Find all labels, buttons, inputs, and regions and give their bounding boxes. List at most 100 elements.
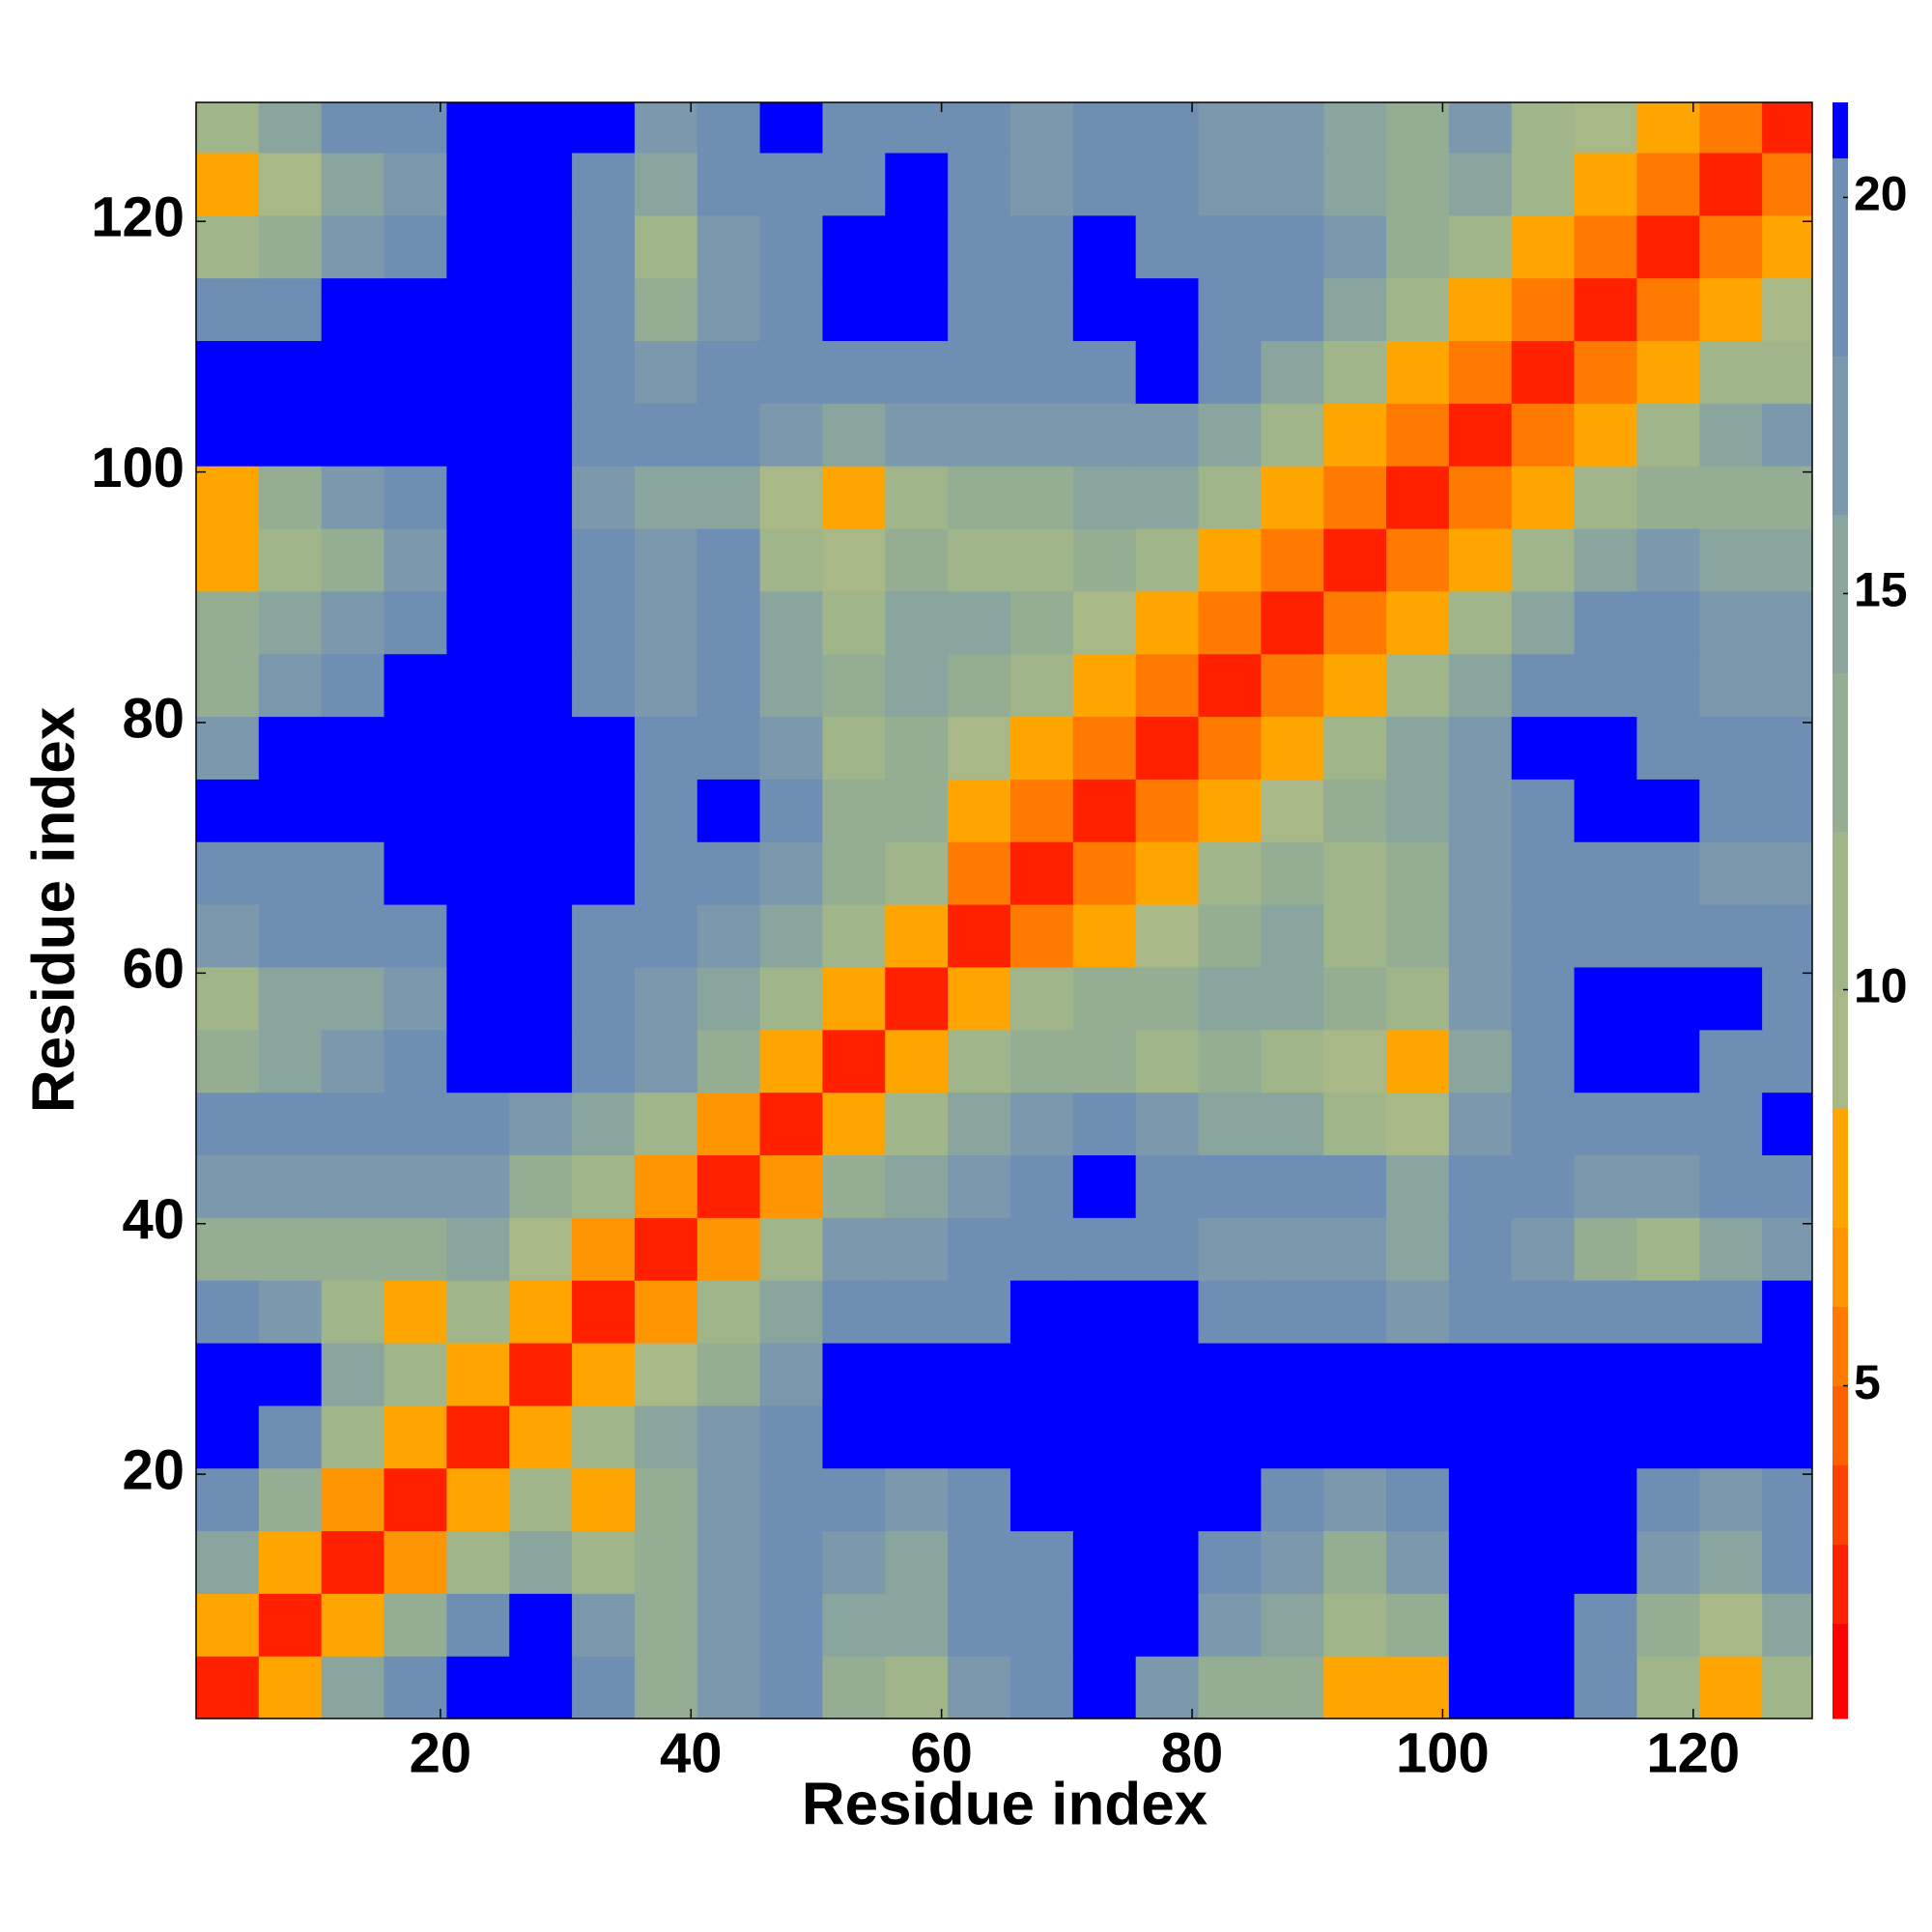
heatmap-cell bbox=[1323, 152, 1387, 216]
heatmap-cell bbox=[1198, 1656, 1262, 1719]
heatmap-cell bbox=[1261, 841, 1324, 905]
heatmap-cell bbox=[321, 1092, 385, 1155]
heatmap-cell bbox=[321, 966, 385, 1031]
heatmap-cell bbox=[948, 403, 1011, 467]
heatmap-cell bbox=[948, 1467, 1011, 1532]
heatmap-cell bbox=[696, 1405, 761, 1469]
heatmap-cell bbox=[1261, 403, 1324, 467]
heatmap-cell bbox=[1448, 1530, 1513, 1594]
heatmap-cell bbox=[321, 466, 385, 529]
heatmap-cell bbox=[1386, 1342, 1450, 1406]
heatmap-cell bbox=[759, 1656, 824, 1719]
heatmap-cell bbox=[572, 527, 636, 592]
heatmap-cell bbox=[1448, 466, 1513, 529]
heatmap-cell bbox=[258, 214, 323, 279]
heatmap-cell bbox=[1135, 340, 1200, 404]
y-tick-label: 80 bbox=[122, 687, 185, 750]
heatmap-cell bbox=[446, 1280, 510, 1344]
heatmap-cell bbox=[822, 277, 886, 342]
heatmap-cell bbox=[1448, 1217, 1513, 1281]
heatmap-cell bbox=[759, 466, 824, 529]
heatmap-cell bbox=[196, 527, 260, 592]
heatmap-cell bbox=[509, 1280, 573, 1344]
heatmap-cell bbox=[1323, 466, 1387, 529]
heatmap-cell bbox=[1009, 1656, 1074, 1719]
heatmap-cell bbox=[1386, 277, 1450, 342]
heatmap-cell bbox=[1135, 527, 1200, 592]
heatmap-cell bbox=[384, 1656, 447, 1719]
heatmap-cell bbox=[822, 1405, 886, 1469]
heatmap-cell bbox=[696, 653, 761, 718]
heatmap-cell bbox=[1636, 653, 1700, 718]
heatmap-cell bbox=[446, 966, 510, 1031]
heatmap-cell bbox=[1323, 277, 1387, 342]
y-tick-label: 60 bbox=[122, 938, 185, 1001]
heatmap-cell bbox=[1072, 152, 1137, 216]
heatmap-cell bbox=[1323, 779, 1387, 842]
heatmap-cell bbox=[446, 214, 510, 279]
heatmap-cell bbox=[1135, 1154, 1200, 1218]
heatmap-cell bbox=[446, 277, 510, 342]
heatmap-cell bbox=[321, 214, 385, 279]
heatmap-cell bbox=[384, 1217, 447, 1281]
heatmap-cell bbox=[822, 966, 886, 1031]
heatmap-cell bbox=[759, 841, 824, 905]
heatmap-cell bbox=[321, 1405, 385, 1469]
colorbar-band bbox=[1833, 1306, 1848, 1387]
heatmap-cell bbox=[384, 1092, 447, 1155]
heatmap-cell bbox=[634, 340, 698, 404]
heatmap-cell bbox=[885, 841, 949, 905]
heatmap-cell bbox=[1511, 1530, 1576, 1594]
heatmap-cell bbox=[1261, 466, 1324, 529]
heatmap-cell bbox=[759, 1405, 824, 1469]
heatmap-cell bbox=[572, 102, 636, 154]
heatmap-cell bbox=[1386, 152, 1450, 216]
heatmap-cell bbox=[1636, 1467, 1700, 1532]
heatmap-cell bbox=[634, 590, 698, 655]
heatmap-cell bbox=[258, 590, 323, 655]
heatmap-cell bbox=[1198, 779, 1262, 842]
heatmap-cell bbox=[1072, 653, 1137, 718]
heatmap-cell bbox=[1198, 1029, 1262, 1094]
heatmap-cell bbox=[1386, 841, 1450, 905]
heatmap-cell bbox=[1072, 214, 1137, 279]
heatmap-cell bbox=[1636, 966, 1700, 1031]
heatmap-cell bbox=[885, 1405, 949, 1469]
heatmap-cell bbox=[1448, 527, 1513, 592]
heatmap-cell bbox=[1636, 214, 1700, 279]
heatmap-cell bbox=[885, 152, 949, 216]
heatmap-cell bbox=[572, 1092, 636, 1155]
heatmap-cell bbox=[1198, 277, 1262, 342]
heatmap-cell bbox=[822, 1656, 886, 1719]
heatmap-cell bbox=[822, 214, 886, 279]
heatmap-cell bbox=[258, 277, 323, 342]
heatmap-cell bbox=[1762, 1280, 1812, 1344]
heatmap-cell bbox=[1511, 590, 1576, 655]
heatmap-cell bbox=[885, 716, 949, 780]
heatmap-cell bbox=[1448, 1280, 1513, 1344]
heatmap-cell bbox=[1135, 1217, 1200, 1281]
heatmap-cell bbox=[634, 653, 698, 718]
heatmap-cell bbox=[1762, 340, 1812, 404]
y-tick-label: 120 bbox=[91, 186, 185, 249]
heatmap-cell bbox=[321, 1280, 385, 1344]
heatmap-cell bbox=[384, 1467, 447, 1532]
heatmap-cell bbox=[446, 716, 510, 780]
heatmap-cell bbox=[1198, 1530, 1262, 1594]
heatmap-cell bbox=[634, 1656, 698, 1719]
heatmap-cell bbox=[1448, 590, 1513, 655]
heatmap-cell bbox=[1323, 403, 1387, 467]
heatmap-cell bbox=[948, 653, 1011, 718]
heatmap-cell bbox=[1762, 1217, 1812, 1281]
heatmap-cell bbox=[1009, 214, 1074, 279]
heatmap-cell bbox=[384, 904, 447, 968]
x-tick-label: 20 bbox=[410, 1721, 472, 1784]
heatmap-cell bbox=[384, 1405, 447, 1469]
heatmap-cell bbox=[1135, 214, 1200, 279]
heatmap-cell bbox=[1009, 1593, 1074, 1657]
heatmap-cell bbox=[509, 1656, 573, 1719]
heatmap-cell bbox=[509, 277, 573, 342]
heatmap-cell bbox=[1072, 966, 1137, 1031]
heatmap-cell bbox=[384, 716, 447, 780]
y-tick-label: 100 bbox=[91, 437, 185, 499]
